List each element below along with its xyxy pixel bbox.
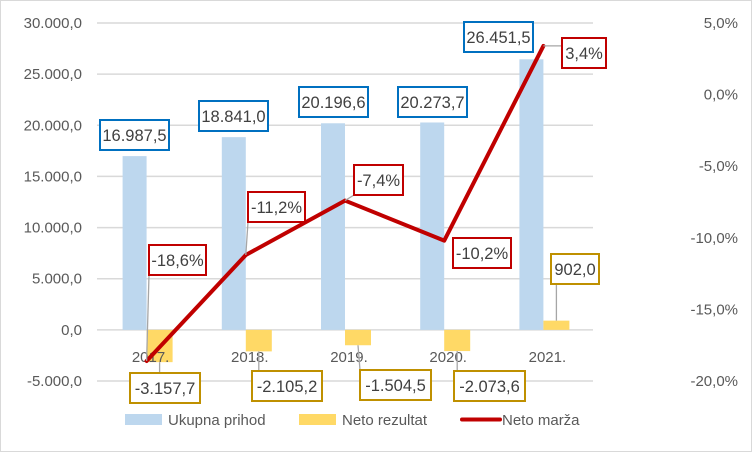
leader-line — [357, 345, 361, 371]
bar-neto-rezultat — [543, 320, 570, 330]
data-label-box — [198, 100, 269, 132]
data-label: -1.504,5 — [365, 377, 426, 395]
left-axis-tick-label: 30.000,0 — [24, 15, 82, 32]
data-label: -2.105,2 — [257, 378, 318, 396]
data-label: -10,2% — [456, 245, 509, 263]
legend-label: Neto rezultat — [342, 412, 428, 429]
bar-ukupna-prihod — [221, 137, 246, 330]
data-label-box — [148, 244, 207, 276]
data-label-box — [452, 237, 512, 269]
right-axis-tick-label: 5,0% — [704, 15, 738, 32]
data-label-box — [251, 370, 323, 402]
data-label: 902,0 — [554, 261, 595, 279]
x-axis-tick-label: 2019. — [330, 349, 368, 366]
leader-line — [245, 221, 249, 256]
data-label: 18.841,0 — [201, 108, 265, 126]
x-axis-tick-label: 2020. — [429, 349, 467, 366]
data-label: -2.073,6 — [459, 378, 520, 396]
data-label: 20.273,7 — [400, 94, 464, 112]
data-label: 26.451,5 — [466, 29, 530, 47]
bar-ukupna-prihod — [321, 123, 345, 330]
bar-ukupna-prihod — [420, 122, 445, 330]
left-axis-tick-label: 15.000,0 — [24, 168, 82, 185]
right-axis-tick-label: -10,0% — [690, 230, 738, 247]
data-label: -11,2% — [251, 199, 302, 217]
data-label: 20.196,6 — [301, 94, 365, 112]
data-label-box — [359, 369, 432, 401]
legend-label: Neto marža — [502, 412, 580, 429]
bar-ukupna-prihod — [519, 59, 544, 330]
data-label-box — [353, 164, 404, 196]
x-axis-tick-label: 2018. — [231, 349, 269, 366]
left-axis-tick-label: 0,0 — [61, 322, 82, 339]
leader-line — [145, 274, 150, 361]
left-axis-tick-label: 25.000,0 — [24, 66, 82, 83]
right-axis-tick-label: -20,0% — [690, 373, 738, 390]
bar-ukupna-prihod — [122, 156, 147, 330]
data-label: -7,4% — [357, 172, 400, 190]
data-label-box — [298, 86, 369, 118]
data-label-box — [247, 191, 306, 223]
data-label-box — [129, 372, 201, 404]
left-axis-tick-label: -5.000,0 — [27, 373, 82, 390]
leader-line — [344, 194, 355, 202]
data-label-box — [561, 37, 607, 69]
data-label: 16.987,5 — [102, 127, 166, 145]
left-axis-tick-label: 5.000,0 — [32, 271, 82, 288]
data-label: -18,6% — [151, 252, 204, 270]
right-axis-tick-label: 0,0% — [704, 87, 738, 104]
bar-neto-rezultat — [444, 329, 471, 352]
left-axis-tick-label: 10.000,0 — [24, 220, 82, 237]
left-axis-tick-label: 20.000,0 — [24, 117, 82, 134]
data-label-box — [397, 86, 468, 118]
right-axis-tick-label: -5,0% — [699, 158, 738, 175]
data-label-box — [453, 370, 526, 402]
bar-neto-rezultat — [345, 329, 371, 346]
x-axis-tick-label: 2021. — [529, 349, 567, 366]
data-label-box — [463, 21, 534, 53]
right-axis-tick-label: -15,0% — [690, 301, 738, 318]
legend-swatch — [299, 414, 336, 425]
legend-swatch — [125, 414, 162, 425]
data-label: -3.157,7 — [135, 380, 196, 398]
data-label-box — [99, 119, 170, 151]
data-label-box — [550, 253, 600, 285]
legend-label: Ukupna prihod — [168, 412, 266, 429]
data-label: 3,4% — [565, 45, 603, 63]
bar-neto-rezultat — [245, 329, 272, 352]
